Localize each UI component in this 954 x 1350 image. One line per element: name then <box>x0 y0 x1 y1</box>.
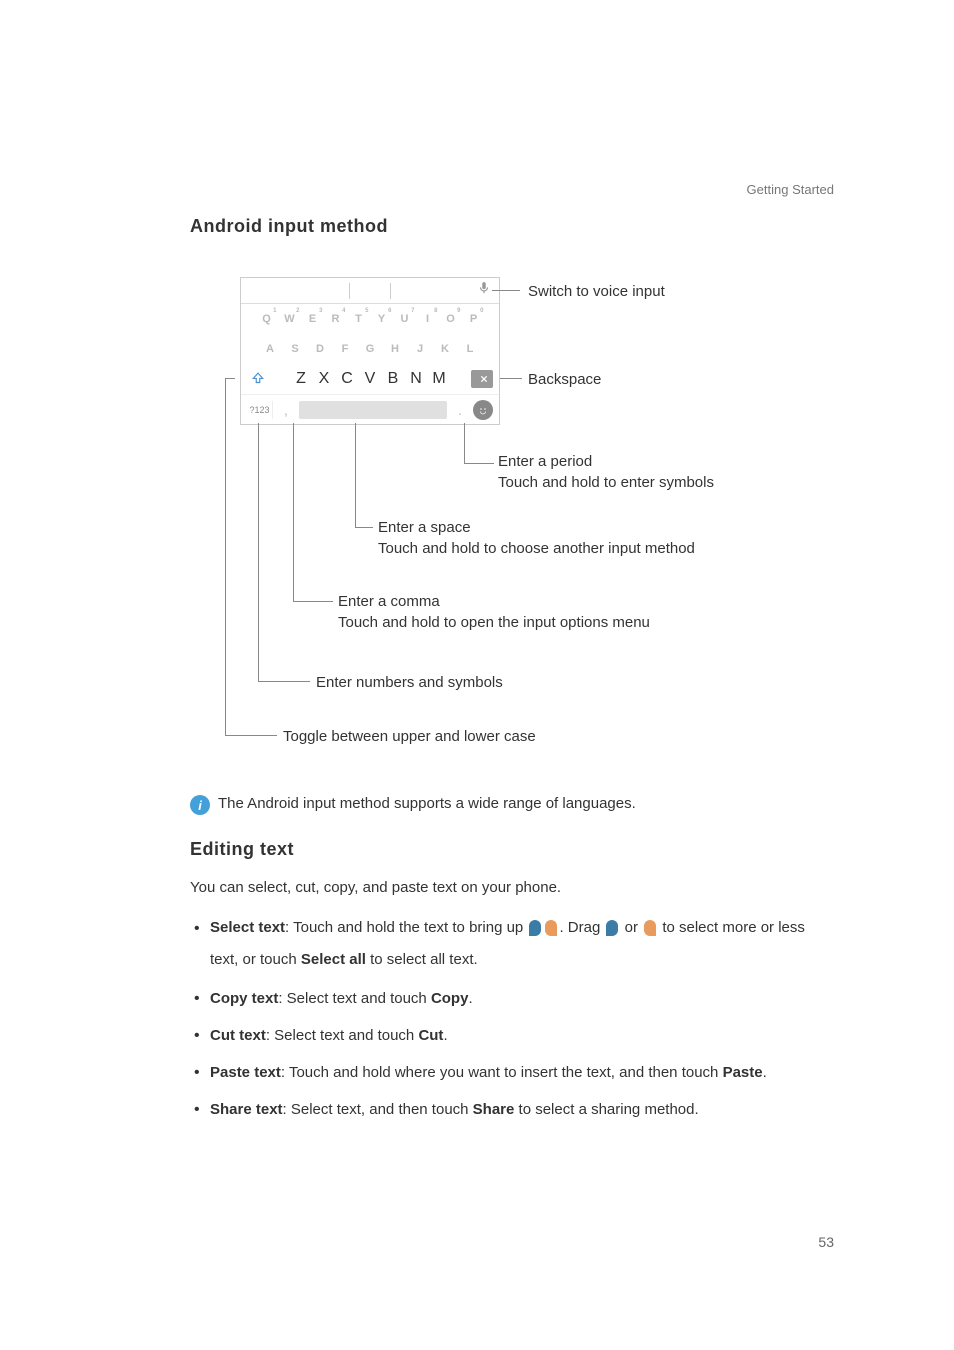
editing-intro: You can select, cut, copy, and paste tex… <box>190 876 834 900</box>
emoji-key <box>473 400 493 420</box>
list-item-paste: Paste text: Touch and hold where you wan… <box>190 1059 834 1086</box>
shift-key <box>247 369 269 389</box>
handle-left-icon <box>529 920 541 936</box>
handle-right-icon <box>545 920 557 936</box>
list-item-cut: Cut text: Select text and touch Cut. <box>190 1022 834 1049</box>
callout-voice: Switch to voice input <box>528 281 665 302</box>
numbers-key: ?123 <box>247 401 273 419</box>
list-item-select: Select text: Touch and hold the text to … <box>190 912 834 975</box>
callout-comma: Enter a commaTouch and hold to open the … <box>338 591 650 633</box>
callout-backspace: Backspace <box>528 369 601 390</box>
callout-space: Enter a spaceTouch and hold to choose an… <box>378 517 695 559</box>
handle-right-icon <box>644 920 656 936</box>
callout-period: Enter a periodTouch and hold to enter sy… <box>498 451 714 493</box>
section-title-android-input: Android input method <box>190 216 834 237</box>
space-key <box>299 401 447 419</box>
keyboard-diagram: Q1W2E3R4T5Y6U7I8O9P0 ASDFGHJKL ZXCVBNM ?… <box>240 255 800 785</box>
comma-key: , <box>279 402 293 418</box>
list-item-copy: Copy text: Select text and touch Copy. <box>190 985 834 1012</box>
keyboard-suggestion-bar <box>241 278 499 304</box>
section-title-editing: Editing text <box>190 839 834 860</box>
mic-icon <box>477 281 491 300</box>
period-key: . <box>453 402 467 418</box>
callout-shift: Toggle between upper and lower case <box>283 726 536 747</box>
callout-numbers: Enter numbers and symbols <box>316 672 503 693</box>
footnote: i The Android input method supports a wi… <box>190 795 834 815</box>
info-icon: i <box>190 795 210 815</box>
handle-left-icon <box>606 920 618 936</box>
backspace-key <box>471 370 493 388</box>
page-number: 53 <box>818 1234 834 1250</box>
editing-list: Select text: Touch and hold the text to … <box>190 912 834 1123</box>
list-item-share: Share text: Select text, and then touch … <box>190 1096 834 1123</box>
breadcrumb: Getting Started <box>747 182 834 197</box>
keyboard: Q1W2E3R4T5Y6U7I8O9P0 ASDFGHJKL ZXCVBNM ?… <box>240 277 500 425</box>
